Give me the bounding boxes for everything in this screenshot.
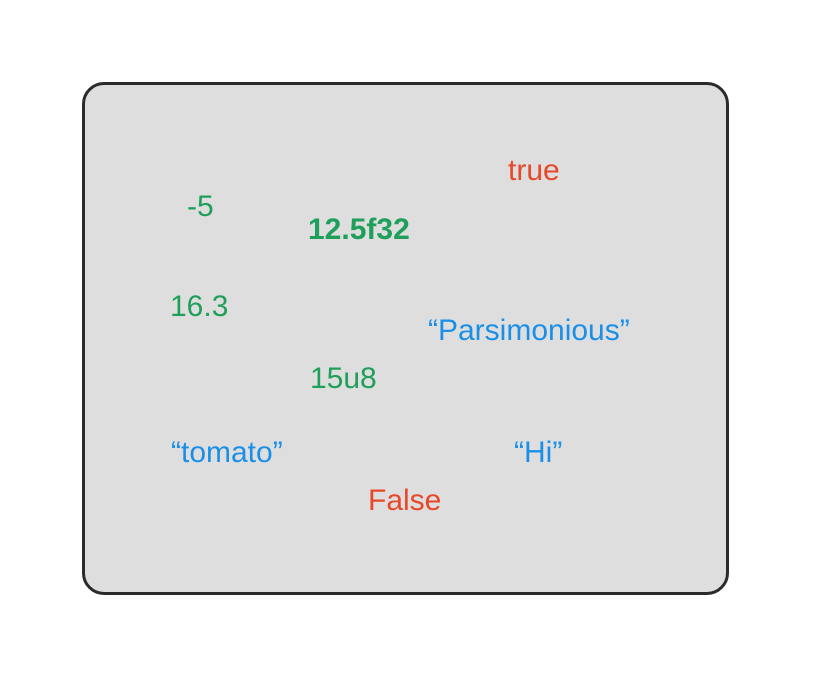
value-parsimonious: “Parsimonious”: [428, 314, 630, 347]
value-negative-five: -5: [187, 190, 214, 223]
value-false: False: [368, 484, 442, 517]
value-tomato: “tomato”: [171, 436, 283, 469]
value-float32: 12.5f32: [308, 213, 410, 246]
value-hi: “Hi”: [514, 436, 563, 469]
value-u8: 15u8: [310, 362, 377, 395]
value-true: true: [508, 154, 560, 187]
value-16-3: 16.3: [170, 290, 229, 323]
values-panel: [82, 82, 729, 595]
